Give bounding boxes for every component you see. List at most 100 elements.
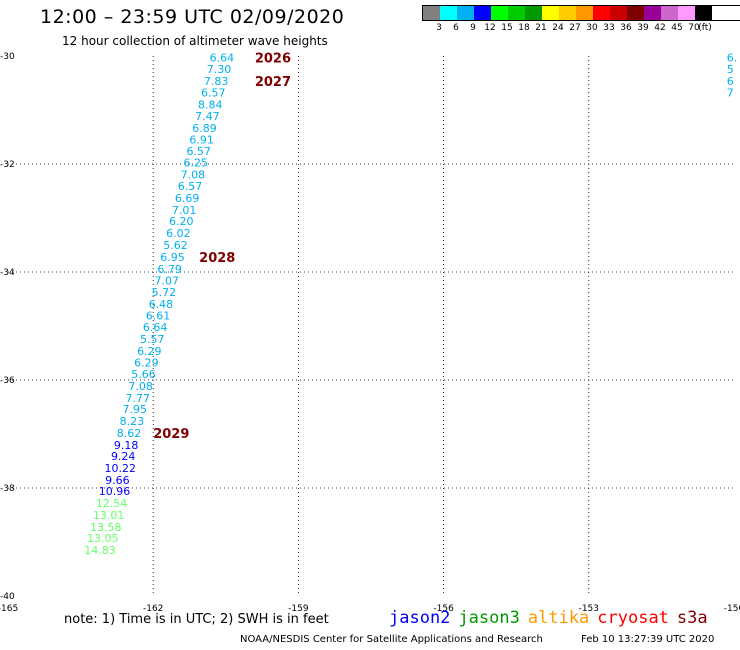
legend-swatch (695, 6, 712, 20)
legend-label: 30 (586, 23, 598, 33)
x-tick-label: -159 (288, 604, 309, 614)
legend-label: 3 (436, 23, 442, 33)
legend-label: 45 (671, 23, 683, 33)
legend-swatch (610, 6, 627, 20)
wave-height-point: 13.58 (90, 521, 122, 534)
wave-height-point: 6.29 (134, 357, 159, 370)
x-tick-label: -153 (579, 604, 599, 614)
y-tick-label: -36 (0, 376, 15, 386)
legend-label: 21 (535, 23, 547, 33)
legend-swatch (474, 6, 491, 20)
wave-height-point: 6.89 (192, 122, 217, 135)
wave-height-point: 7.77 (125, 392, 150, 405)
wave-height-point: 9.24 (111, 450, 136, 463)
wave-height-point: 8.84 (198, 99, 223, 112)
legend-swatch (678, 6, 695, 20)
legend-swatch (508, 6, 525, 20)
wave-height-point: 6.57 (186, 145, 211, 158)
wave-height-point: 8.62 (117, 427, 142, 440)
legend-label: 12 (484, 23, 496, 33)
wave-height-point: 6.29 (137, 345, 162, 358)
wave-height-point: 5.62 (163, 239, 188, 252)
color-legend: 3 6 9 12 15 18 21 24 27 30 33 36 39 42 45 70 (ft) (422, 5, 740, 35)
wave-height-point: 6.48 (149, 298, 174, 311)
legend-label: 39 (637, 23, 649, 33)
legend-swatch (440, 6, 457, 20)
legend-swatch (627, 6, 644, 20)
generated-timestamp: Feb 10 13:27:39 UTC 2020 (581, 634, 715, 645)
wave-height-point: 6.57 (201, 87, 226, 100)
y-tick-label: -32 (0, 160, 15, 170)
wave-height-point: 6.79 (157, 263, 182, 276)
legend-swatch (644, 6, 661, 20)
wave-height-point: 9.18 (114, 439, 139, 452)
wave-height-point: 6.02 (166, 227, 191, 240)
legend-label: 6 (453, 23, 459, 33)
x-tick-label: -150 (724, 604, 740, 614)
y-tick-label: -38 (0, 484, 15, 494)
legend-label: 27 (569, 23, 581, 33)
wave-height-point: 6.64 (210, 52, 235, 65)
wave-height-point: 7.83 (204, 75, 229, 88)
wave-height-point: 6.25 (184, 156, 209, 169)
wave-height-point: 6.64 (143, 321, 168, 334)
time-label: 2027 (255, 75, 291, 90)
wave-height-point: 7.95 (123, 403, 148, 416)
wave-height-point: 10.22 (105, 462, 137, 475)
legend-swatches (422, 5, 740, 21)
wave-height-point: 6.91 (189, 134, 214, 147)
time-label: 2026 (255, 52, 291, 67)
legend-label: 70 (688, 23, 700, 33)
wave-height-point: 6.57 (178, 180, 203, 193)
page-title: 12:00 – 23:59 UTC 02/09/2020 (40, 6, 345, 28)
wave-height-point: 7.07 (155, 275, 180, 288)
time-label: 2029 (153, 427, 189, 442)
legend-label: 33 (603, 23, 615, 33)
wave-height-point: 6.95 (160, 251, 185, 264)
legend-swatch (542, 6, 559, 20)
y-tick-label: -30 (0, 52, 15, 62)
x-tick-label: -165 (0, 604, 18, 614)
wave-height-point: 7.01 (172, 204, 197, 217)
satellite-legend: jason2 jason3 altika cryosat s3a (389, 608, 716, 628)
x-tick-label: -162 (143, 604, 163, 614)
wave-height-point: 7.47 (195, 110, 220, 123)
satellite-jason3: jason3 (458, 608, 520, 628)
wave-height-point: 5.57 (140, 333, 165, 346)
wave-height-point: 7.30 (207, 63, 232, 76)
legend-swatch (593, 6, 610, 20)
credit-text: NOAA/NESDIS Center for Satellite Applica… (240, 634, 543, 645)
satellite-jason2: jason2 (389, 608, 451, 628)
legend-swatch (491, 6, 508, 20)
y-tick-label: -34 (0, 268, 15, 278)
page-subtitle: 12 hour collection of altimeter wave hei… (62, 34, 328, 48)
satellite-altika: altika (527, 608, 590, 628)
legend-labels: 3 6 9 12 15 18 21 24 27 30 33 36 39 42 45 70 (ft) (422, 21, 740, 35)
edge-wave-height-point: 5 (727, 63, 734, 76)
wave-height-point: 6.69 (175, 192, 200, 205)
legend-swatch (525, 6, 542, 20)
satellite-s3a: s3a (676, 608, 708, 628)
edge-wave-height-point: 7 (727, 87, 734, 100)
wave-height-point: 6.61 (146, 310, 171, 323)
legend-label: (ft) (698, 23, 712, 33)
legend-label: 15 (501, 23, 513, 33)
legend-swatch (661, 6, 678, 20)
wave-height-point: 13.01 (93, 509, 125, 522)
edge-wave-height-point: 6. (727, 52, 738, 65)
wave-height-point: 14.83 (84, 544, 116, 557)
wave-height-point: 9.66 (105, 474, 130, 487)
wave-height-point: 12.54 (96, 497, 128, 510)
legend-label: 18 (518, 23, 530, 33)
units-note: note: 1) Time is in UTC; 2) SWH is in fe… (64, 612, 329, 627)
edge-wave-height-point: 6 (727, 75, 734, 88)
wave-height-point: 5.66 (131, 368, 156, 381)
legend-label: 24 (552, 23, 564, 33)
wave-height-point: 10.96 (99, 485, 131, 498)
legend-swatch (457, 6, 474, 20)
wave-height-point: 13.05 (87, 532, 119, 545)
satellite-cryosat: cryosat (597, 608, 669, 628)
legend-swatch (423, 6, 440, 20)
legend-label: 42 (654, 23, 666, 33)
